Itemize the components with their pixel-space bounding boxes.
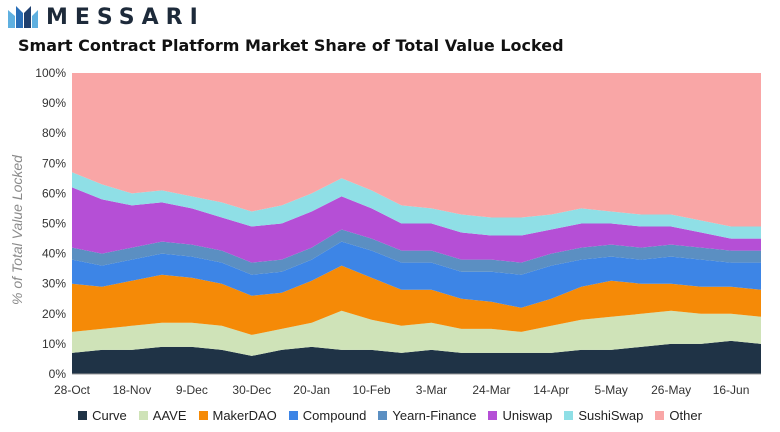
legend-swatch bbox=[564, 411, 574, 420]
y-tick-label: 40% bbox=[42, 247, 66, 261]
x-tick-label: 24-Mar bbox=[472, 383, 510, 397]
y-tick-label: 50% bbox=[42, 217, 66, 231]
y-axis-ticks: 0% 10% 20% 30% 40% 50% 60% 70% 80% 90% 100% bbox=[35, 66, 66, 381]
legend-item-makerdao: MakerDAO bbox=[198, 408, 277, 423]
legend-swatch bbox=[138, 411, 148, 420]
y-tick-label: 30% bbox=[42, 277, 66, 291]
legend-swatch bbox=[78, 411, 88, 420]
y-tick-label: 20% bbox=[42, 307, 66, 321]
brand-name: MESSARI bbox=[46, 4, 205, 30]
x-tick-label: 26-May bbox=[651, 383, 691, 397]
y-tick-label: 10% bbox=[42, 337, 66, 351]
x-tick-label: 16-Jun bbox=[713, 383, 750, 397]
messari-logo-icon bbox=[8, 6, 38, 28]
legend-label: Uniswap bbox=[502, 408, 553, 423]
area-sushiswap bbox=[72, 172, 761, 239]
x-tick-label: 9-Dec bbox=[176, 383, 208, 397]
area-compound bbox=[72, 241, 761, 308]
y-tick-label: 90% bbox=[42, 96, 66, 110]
legend-item-uniswap: Uniswap bbox=[488, 408, 552, 423]
legend-swatch bbox=[198, 411, 208, 420]
x-tick-label: 28-Oct bbox=[54, 383, 91, 397]
area-uniswap bbox=[72, 187, 761, 263]
y-tick-label: 70% bbox=[42, 156, 66, 170]
legend-swatch bbox=[288, 411, 298, 420]
y-tick-label: 100% bbox=[35, 66, 66, 80]
x-tick-label: 14-Apr bbox=[533, 383, 569, 397]
area-other bbox=[72, 73, 761, 227]
messari-logo: MESSARI bbox=[8, 4, 205, 30]
legend-item-aave: AAVE bbox=[138, 408, 187, 423]
y-axis-label: % of Total Value Locked bbox=[9, 155, 25, 305]
area-aave bbox=[72, 310, 761, 356]
legend-item-yearn-finance: Yearn-Finance bbox=[378, 408, 476, 423]
area-yearn-finance bbox=[72, 229, 761, 275]
y-tick-label: 60% bbox=[42, 186, 66, 200]
legend: Curve AAVE MakerDAO Compound Yearn-Finance Un… bbox=[0, 408, 780, 423]
legend-label: MakerDAO bbox=[212, 408, 277, 423]
x-tick-label: 3-Mar bbox=[416, 383, 447, 397]
y-tick-label: 0% bbox=[49, 367, 67, 381]
x-tick-label: 30-Dec bbox=[232, 383, 271, 397]
legend-swatch bbox=[488, 411, 498, 420]
legend-swatch bbox=[378, 411, 388, 420]
area-curve bbox=[72, 340, 761, 374]
area-layers bbox=[72, 73, 761, 374]
legend-item-compound: Compound bbox=[288, 408, 367, 423]
x-tick-label: 18-Nov bbox=[113, 383, 152, 397]
chart-title: Smart Contract Platform Market Share of … bbox=[18, 36, 564, 55]
legend-item-other: Other bbox=[655, 408, 702, 423]
stacked-area-chart: 0% 10% 20% 30% 40% 50% 60% 70% 80% 90% 100% 28-Oct… bbox=[35, 66, 761, 397]
legend-item-curve: Curve bbox=[78, 408, 127, 423]
legend-label: Curve bbox=[92, 408, 127, 423]
legend-swatch bbox=[655, 411, 665, 420]
y-tick-label: 80% bbox=[42, 126, 66, 140]
x-tick-label: 20-Jan bbox=[293, 383, 330, 397]
area-makerdao bbox=[72, 265, 761, 335]
legend-item-sushiswap: SushiSwap bbox=[564, 408, 643, 423]
x-tick-label: 5-May bbox=[595, 383, 628, 397]
x-axis-ticks: 28-Oct 18-Nov 9-Dec 30-Dec 20-Jan 10-Feb 3-Mar… bbox=[54, 383, 749, 397]
legend-label: AAVE bbox=[152, 408, 187, 423]
legend-label: Compound bbox=[302, 408, 367, 423]
legend-label: Yearn-Finance bbox=[392, 408, 477, 423]
legend-label: SushiSwap bbox=[578, 408, 644, 423]
legend-label: Other bbox=[669, 408, 702, 423]
x-tick-label: 10-Feb bbox=[353, 383, 391, 397]
